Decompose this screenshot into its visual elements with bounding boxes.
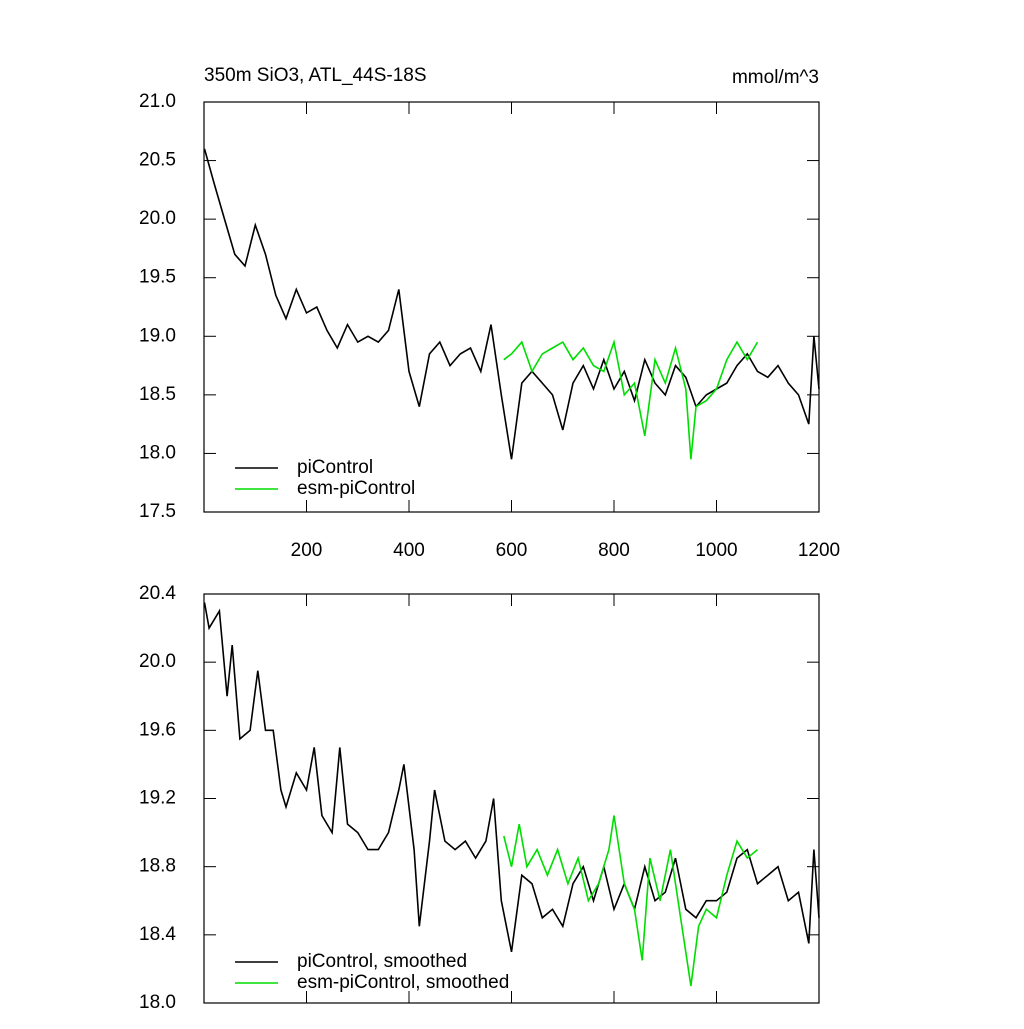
x-tick-label: 1200 xyxy=(798,540,840,561)
y-tick-label: 18.0 xyxy=(139,992,176,1013)
x-tick-label: 800 xyxy=(598,540,630,561)
y-tick-label: 19.0 xyxy=(139,325,176,346)
x-tick-label: 600 xyxy=(496,540,528,561)
y-tick-label: 19.5 xyxy=(139,267,176,288)
y-tick-label: 19.6 xyxy=(139,719,176,740)
plot-frame xyxy=(203,593,820,1004)
plot-frame xyxy=(203,101,820,513)
series-line xyxy=(503,815,759,987)
x-tick-label: 200 xyxy=(291,540,323,561)
y-tick-label: 18.4 xyxy=(139,924,176,945)
series-line xyxy=(203,602,820,953)
chart-title: 350m SiO3, ATL_44S-18S xyxy=(204,65,427,86)
y-tick-label: 20.0 xyxy=(139,208,176,229)
y-tick-label: 18.5 xyxy=(139,384,176,405)
y-tick-label: 17.5 xyxy=(139,501,176,522)
y-tick-label: 20.5 xyxy=(139,150,176,171)
y-tick-label: 18.0 xyxy=(139,442,176,463)
legend-label: esm-piControl, smoothed xyxy=(297,972,509,993)
y-tick-label: 20.0 xyxy=(139,651,176,672)
legend-label: esm-piControl xyxy=(297,478,415,499)
units-label: mmol/m^3 xyxy=(732,67,819,88)
series-line xyxy=(203,148,820,460)
x-tick-label: 1000 xyxy=(695,540,737,561)
y-tick-label: 18.8 xyxy=(139,856,176,877)
x-tick-label: 400 xyxy=(393,540,425,561)
y-tick-label: 20.4 xyxy=(139,583,176,604)
y-tick-label: 21.0 xyxy=(139,91,176,112)
series-line xyxy=(503,339,759,460)
y-tick-label: 19.2 xyxy=(139,788,176,809)
legend-label: piControl, smoothed xyxy=(297,951,467,972)
legend-label: piControl xyxy=(297,457,373,478)
